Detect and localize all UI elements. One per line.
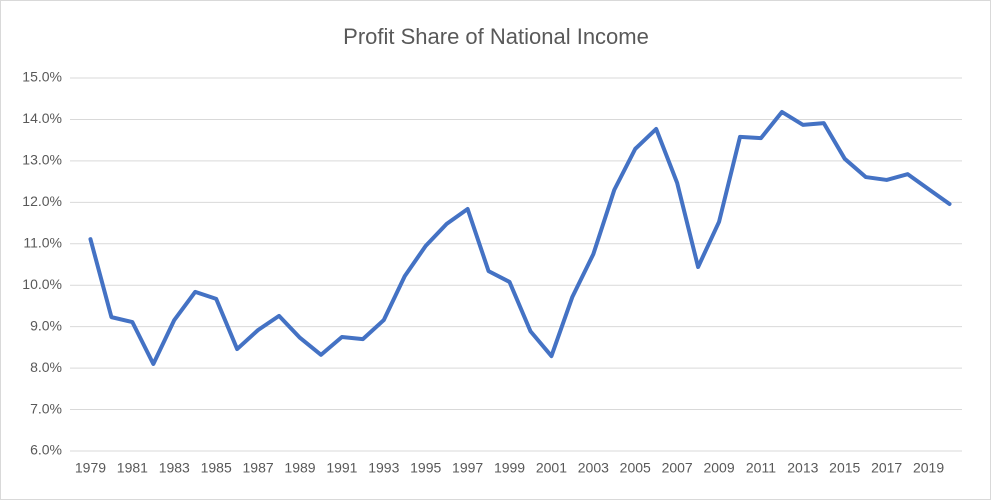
x-tick-label: 2017 <box>871 460 902 476</box>
data-line <box>88 109 952 366</box>
y-tick-label: 11.0% <box>23 234 62 250</box>
x-tick-label: 2011 <box>746 460 776 476</box>
x-tick-label: 1995 <box>410 460 441 476</box>
y-tick-label: 12.0% <box>22 193 62 209</box>
y-tick-label: 7.0% <box>30 400 62 416</box>
x-tick-label: 1993 <box>368 460 399 476</box>
x-tick-label: 2013 <box>787 460 818 476</box>
x-tick-label: 2007 <box>662 460 693 476</box>
x-tick-label: 1997 <box>452 460 483 476</box>
x-tick-label: 2009 <box>703 460 734 476</box>
x-tick-label: 1999 <box>494 460 525 476</box>
y-tick-label: 14.0% <box>22 110 62 126</box>
x-tick-label: 1983 <box>159 460 190 476</box>
x-tick-label: 2005 <box>620 460 651 476</box>
y-tick-label: 13.0% <box>22 152 62 168</box>
y-tick-label: 8.0% <box>30 359 62 375</box>
x-tick-label: 2019 <box>913 460 944 476</box>
y-tick-label: 9.0% <box>30 317 62 333</box>
x-tick-label: 2015 <box>829 460 860 476</box>
x-tick-label: 2003 <box>578 460 609 476</box>
x-tick-label: 1987 <box>243 460 274 476</box>
x-tick-label: 1985 <box>201 460 232 476</box>
x-tick-label: 1991 <box>326 460 357 476</box>
chart-title: Profit Share of National Income <box>343 24 649 49</box>
x-tick-label: 1979 <box>75 460 106 476</box>
y-tick-label: 15.0% <box>22 69 62 85</box>
y-tick-label: 10.0% <box>22 276 62 292</box>
x-tick-label: 1981 <box>117 460 148 476</box>
y-tick-label: 6.0% <box>30 442 62 458</box>
x-tick-label: 2001 <box>536 460 567 476</box>
x-tick-label: 1989 <box>284 460 315 476</box>
